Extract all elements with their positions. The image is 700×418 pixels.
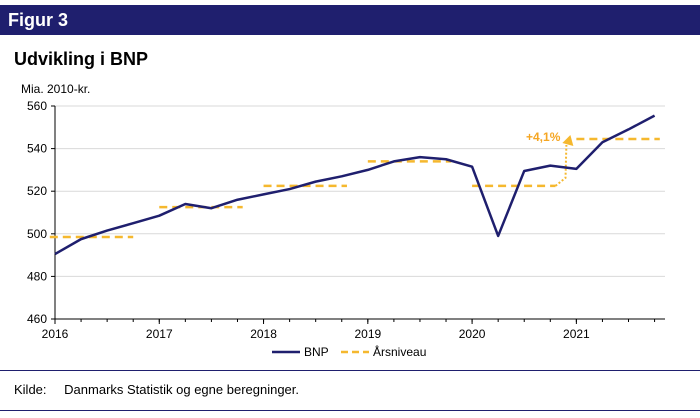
x-tick-label: 2021 [563,327,590,341]
divider-bottom [0,410,700,411]
source-label: Kilde: [14,382,47,397]
bnp-line [54,114,656,256]
y-tick-label: 520 [27,184,47,198]
y-tick-label: 540 [27,142,47,156]
x-tick-label: 2018 [250,327,277,341]
x-tick-label: 2016 [42,327,69,341]
figure-header: Figur 3 [0,5,700,35]
y-tick-label: 480 [27,269,47,283]
aarsniveau-arrowhead [562,135,574,147]
y-tick-label: 460 [27,312,47,326]
legend-label-aarsniveau: Årsniveau [373,344,426,359]
x-tick-label: 2019 [354,327,381,341]
x-tick-label: 2020 [459,327,486,341]
y-tick-label: 560 [27,99,47,113]
y-axis-label: Mia. 2010-kr. [21,82,90,96]
source-text: Danmarks Statistik og egne beregninger. [64,382,300,397]
x-tick-label: 2017 [146,327,173,341]
legend-label-bnp: BNP [304,345,329,359]
source-note: Kilde: Danmarks Statistik og egne beregn… [14,382,313,397]
growth-annotation: +4,1% [526,130,561,144]
divider-top [0,370,700,371]
chart-title: Udvikling i BNP [14,49,149,69]
aarsniveau-connector [554,144,568,187]
y-tick-label: 500 [27,227,47,241]
figure-label: Figur 3 [8,10,69,30]
